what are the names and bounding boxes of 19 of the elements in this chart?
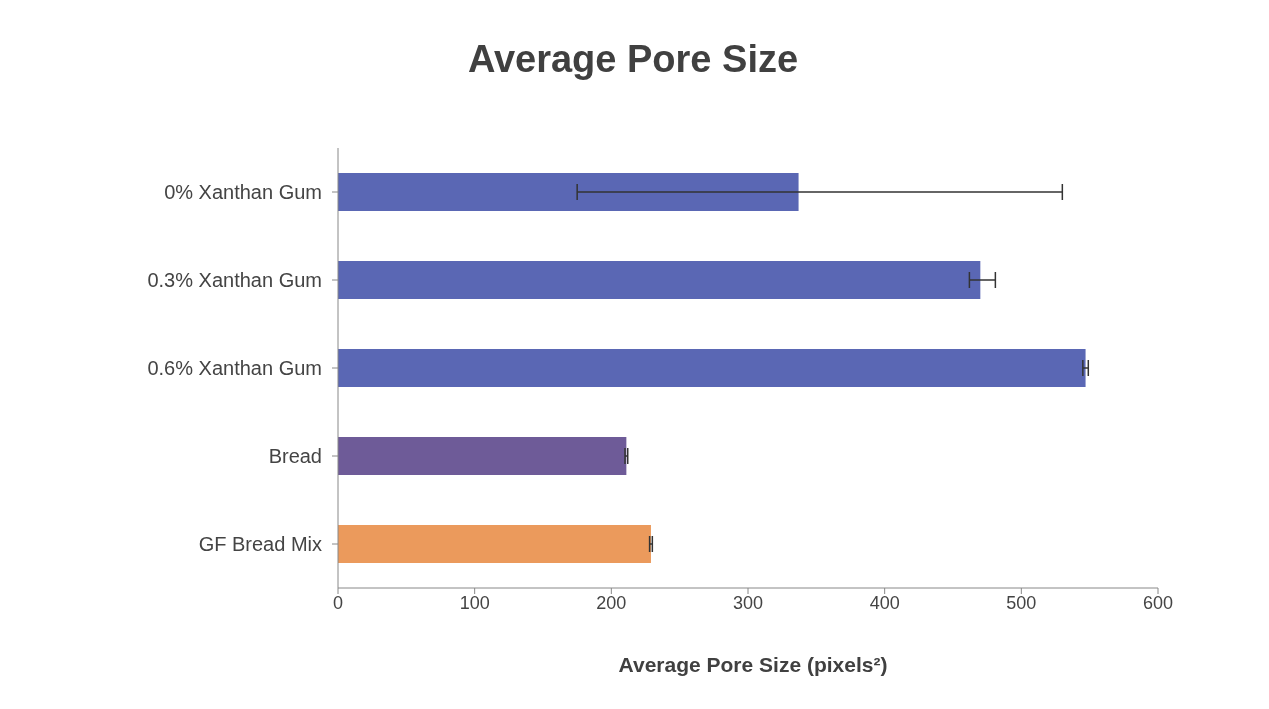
x-tick-label: 400 <box>869 592 900 613</box>
y-tick-label: 0.6% Xanthan Gum <box>147 357 322 380</box>
bar <box>338 525 651 563</box>
x-axis-title: Average Pore Size (pixels²) <box>617 653 889 677</box>
x-tick-label: 500 <box>1006 592 1037 613</box>
y-tick-label: 0% Xanthan Gum <box>164 181 322 204</box>
bar <box>338 173 799 211</box>
bar <box>338 261 981 299</box>
y-tick-label: 0.3% Xanthan Gum <box>147 269 322 292</box>
chart-title: Average Pore Size <box>466 38 800 81</box>
x-tick-label: 600 <box>1142 592 1174 613</box>
y-tick-label: Bread <box>268 445 322 468</box>
x-tick-label: 300 <box>732 592 764 613</box>
x-tick-label: 200 <box>596 592 627 613</box>
x-tick-label: 0 <box>332 592 344 613</box>
bar <box>338 349 1086 387</box>
x-tick-label: 100 <box>459 592 490 613</box>
bar <box>338 437 627 475</box>
y-tick-label: GF Bread Mix <box>198 533 322 556</box>
